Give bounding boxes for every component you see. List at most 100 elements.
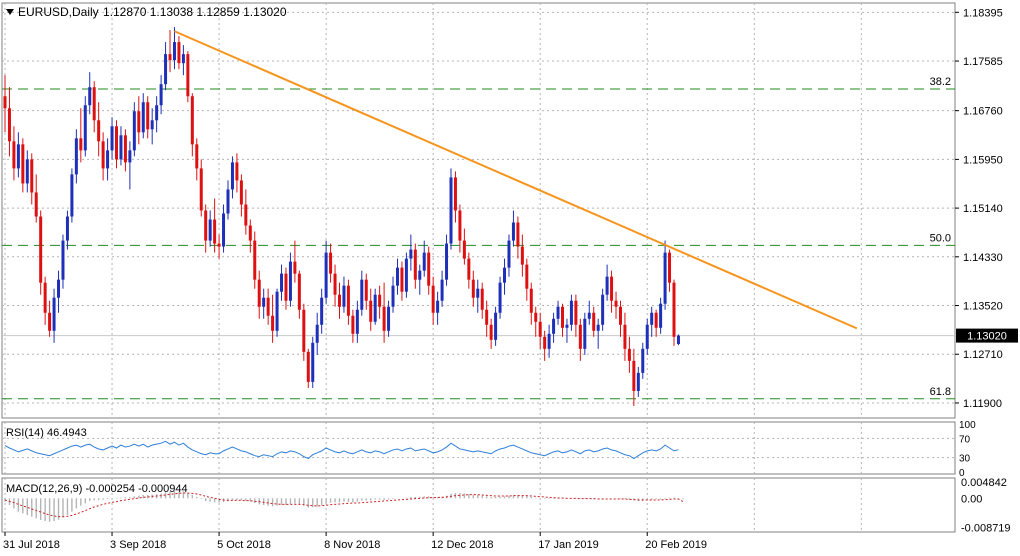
- candle-body: [146, 102, 150, 130]
- candle-body: [25, 159, 29, 184]
- rsi-label: RSI(14) 46.4943: [6, 427, 87, 439]
- candle-body: [177, 42, 181, 64]
- candle-body: [516, 222, 520, 247]
- price-tick-label: 1.11900: [963, 398, 1002, 410]
- candlesticks: [3, 27, 680, 406]
- candle-body: [61, 240, 65, 280]
- candle-body: [552, 318, 556, 334]
- fibonacci-levels: 38.2 50.0 61.8: [2, 76, 955, 400]
- candle-body: [324, 252, 328, 298]
- candle-body: [150, 120, 154, 130]
- candle-body: [498, 282, 502, 313]
- candle-body: [48, 312, 52, 331]
- candle-body: [16, 144, 20, 169]
- candle-body: [627, 348, 631, 361]
- candle-body: [92, 87, 96, 121]
- candle-body: [476, 288, 480, 298]
- rsi-tick-label: 70: [959, 434, 971, 445]
- candle-body: [159, 84, 163, 106]
- candle-body: [97, 120, 101, 142]
- candle-body: [119, 135, 123, 160]
- candle-body: [520, 246, 524, 265]
- symbol-label: EURUSD,Daily: [18, 5, 99, 19]
- candle-body: [418, 270, 422, 280]
- candle-body: [199, 168, 203, 211]
- candle-body: [21, 144, 25, 184]
- candle-body: [467, 258, 471, 280]
- candle-body: [88, 87, 92, 106]
- candle-body: [3, 96, 7, 109]
- candle-body: [632, 360, 636, 391]
- candle-body: [427, 252, 431, 286]
- candle-body: [458, 210, 462, 241]
- candle-body: [239, 180, 243, 205]
- candle-body: [115, 126, 118, 160]
- candle-body: [83, 105, 87, 151]
- candle-body: [650, 312, 654, 325]
- candle-body: [663, 252, 667, 304]
- candle-body: [253, 240, 257, 280]
- symbol-dropdown-icon[interactable]: [6, 9, 14, 15]
- candle-body: [101, 141, 105, 169]
- time-tick-label: 31 Jul 2018: [3, 539, 60, 551]
- candle-body: [574, 300, 578, 325]
- candle-body: [164, 54, 168, 85]
- time-tick-label: 8 Nov 2018: [324, 539, 380, 551]
- price-tick-label: 1.16760: [963, 106, 1003, 118]
- time-tick-label: 20 Feb 2019: [645, 539, 707, 551]
- candle-body: [596, 324, 600, 331]
- price-tick-label: 1.12710: [963, 349, 1003, 361]
- candle-body: [39, 216, 43, 283]
- candle-body: [436, 300, 440, 313]
- candle-body: [257, 279, 261, 307]
- candle-body: [244, 204, 248, 226]
- candle-body: [70, 174, 74, 217]
- candle-body: [623, 324, 627, 349]
- candle-body: [538, 321, 542, 337]
- price-tick-label: 1.14330: [963, 252, 1003, 264]
- time-tick-label: 17 Jan 2019: [538, 539, 599, 551]
- candle-body: [485, 309, 489, 325]
- candle-body: [311, 342, 315, 382]
- candle-body: [614, 300, 618, 307]
- candle-body: [262, 297, 266, 307]
- candle-body: [302, 309, 306, 352]
- candle-body: [346, 285, 350, 316]
- candle-body: [30, 159, 34, 193]
- candle-body: [382, 306, 386, 331]
- candle-body: [525, 264, 529, 289]
- candle-body: [605, 276, 609, 295]
- last-price-label: 1.13020: [967, 331, 1007, 343]
- candle-body: [351, 315, 355, 334]
- candle-body: [641, 348, 645, 373]
- candle-body: [222, 213, 226, 247]
- candle-body: [565, 324, 569, 328]
- candle-body: [587, 312, 591, 319]
- candle-body: [155, 105, 159, 121]
- candle-body: [543, 336, 547, 349]
- candle-body: [333, 273, 337, 295]
- candle-body: [391, 285, 395, 307]
- candle-body: [480, 288, 484, 310]
- candle-body: [190, 96, 194, 145]
- candle-body: [342, 285, 346, 307]
- candle-body: [65, 216, 69, 241]
- candle-body: [297, 273, 301, 310]
- candle-body: [284, 273, 288, 301]
- candle-body: [503, 267, 507, 283]
- candle-body: [329, 252, 333, 274]
- time-tick-label: 3 Sep 2018: [110, 539, 166, 551]
- candle-body: [507, 240, 511, 268]
- candle-body: [74, 138, 78, 175]
- fib-level-label: 38.2: [930, 76, 951, 88]
- candle-body: [181, 54, 185, 64]
- last-price-tag: [956, 328, 1018, 343]
- candle-body: [79, 138, 83, 151]
- candle-body: [547, 333, 551, 349]
- candle-body: [226, 189, 230, 214]
- price-tick-label: 1.18395: [963, 7, 1003, 19]
- candle-body: [168, 54, 172, 61]
- macd-panel-frame: [1, 477, 956, 533]
- candle-body: [453, 177, 457, 211]
